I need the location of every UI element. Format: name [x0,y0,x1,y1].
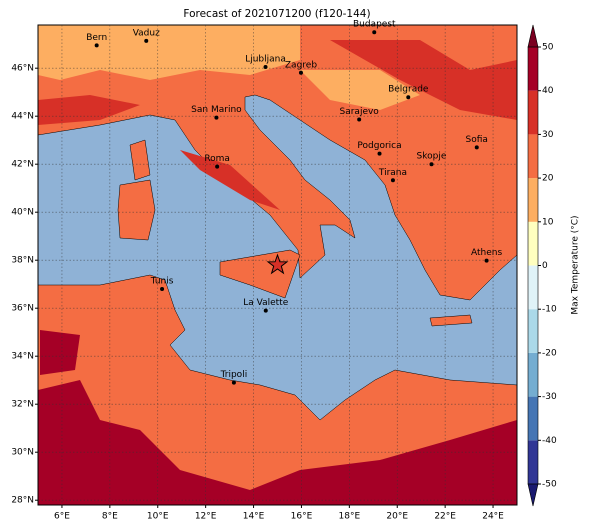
colorbar-tick-label: 0 [542,261,548,271]
y-tick-label: 40°N [11,208,34,218]
y-tick-label: 38°N [11,256,34,266]
city-point [357,117,362,122]
y-tick-label: 44°N [11,112,34,122]
colorbar-tick-label: 40 [542,86,554,96]
city-label: Athens [471,248,502,258]
colorbar-band [528,221,538,266]
x-tick-label: 14°E [243,512,265,522]
land-africa-hot [38,330,517,505]
x-tick-label: 8°E [102,512,118,522]
land-sardinia [117,179,156,241]
colorbar-band [528,90,538,135]
x-tick-label: 24°E [482,512,504,522]
map-frame [37,24,518,506]
city-label: Tirana [378,168,407,178]
colorbar-tick-label: 50 [542,43,554,53]
city-label: Skopje [417,152,447,162]
city-label: Roma [204,154,230,164]
city-point [377,151,382,156]
city-point [231,380,236,385]
colorbar-over [527,24,539,48]
city-label: Podgorica [357,141,401,151]
land-crete [429,314,473,327]
colorbar-band [528,352,538,397]
map-title: Forecast of 2021071200 (f120-144) [183,8,370,20]
colorbar-band [528,47,538,91]
colorbar-tick-label: -50 [542,480,557,490]
city-point [160,287,165,291]
city-label: Sofia [466,135,488,145]
colorbar-tick-label: 20 [542,174,554,184]
event-star [266,253,289,275]
x-tick-label: 16°E [291,512,313,522]
city-point [484,258,489,263]
colorbar-label: Max Temperature (°C) [571,215,581,314]
city-label: La Valette [243,298,288,308]
colorbar-tick-label: -10 [542,305,557,315]
colorbar-tick-label: 10 [542,217,554,227]
city-point [214,115,219,120]
city-point [390,178,395,183]
colorbar-band [528,265,538,310]
x-tick-label: 22°E [434,512,456,522]
colorbar-tick-label: -30 [542,392,557,402]
city-point [144,38,149,43]
city-point [372,30,377,35]
y-tick-label: 46°N [11,64,34,74]
colorbar-band [528,396,538,441]
colorbar-tick-label: 30 [542,130,554,140]
y-tick-label: 32°N [11,400,34,410]
city-label: Belgrade [388,85,429,95]
colorbar-band [528,134,538,179]
land-corsica [129,139,151,181]
city-label: Ljubljana [245,55,286,65]
y-tick-label: 28°N [11,496,34,506]
land-alps-cool [38,25,420,110]
city-point [429,162,434,167]
map-area [38,25,517,505]
city-point [474,145,479,150]
x-tick-label: 20°E [386,512,408,522]
city-point [406,95,411,100]
city-label: Vaduz [133,28,160,38]
colorbar-tick-label: -40 [542,436,557,446]
city-label: Tripoli [220,370,248,380]
city-label: Zagreb [285,60,317,70]
y-tick-label: 36°N [11,304,34,314]
colorbar-band [528,309,538,353]
city-label: Bern [86,33,107,43]
y-tick-label: 30°N [11,448,34,458]
colorbar-band [528,440,538,484]
x-tick-label: 6°E [54,512,70,522]
y-tick-label: 34°N [11,352,34,362]
city-label: Tunis [150,277,174,287]
x-tick-label: 12°E [195,512,217,522]
x-tick-label: 10°E [147,512,169,522]
colorbar-band [528,178,538,222]
land-africa [38,274,517,505]
city-point [215,164,220,169]
city-label: Budapest [353,20,396,30]
city-point [263,308,268,313]
colorbar-under [527,483,539,507]
city-point [94,43,99,48]
x-tick-label: 18°E [339,512,361,522]
y-tick-label: 42°N [11,160,34,170]
city-label: Sarajevo [340,107,380,117]
city-point [263,65,268,69]
city-label: San Marino [191,105,242,115]
colorbar-tick-label: -20 [542,348,557,358]
city-point [298,70,303,75]
